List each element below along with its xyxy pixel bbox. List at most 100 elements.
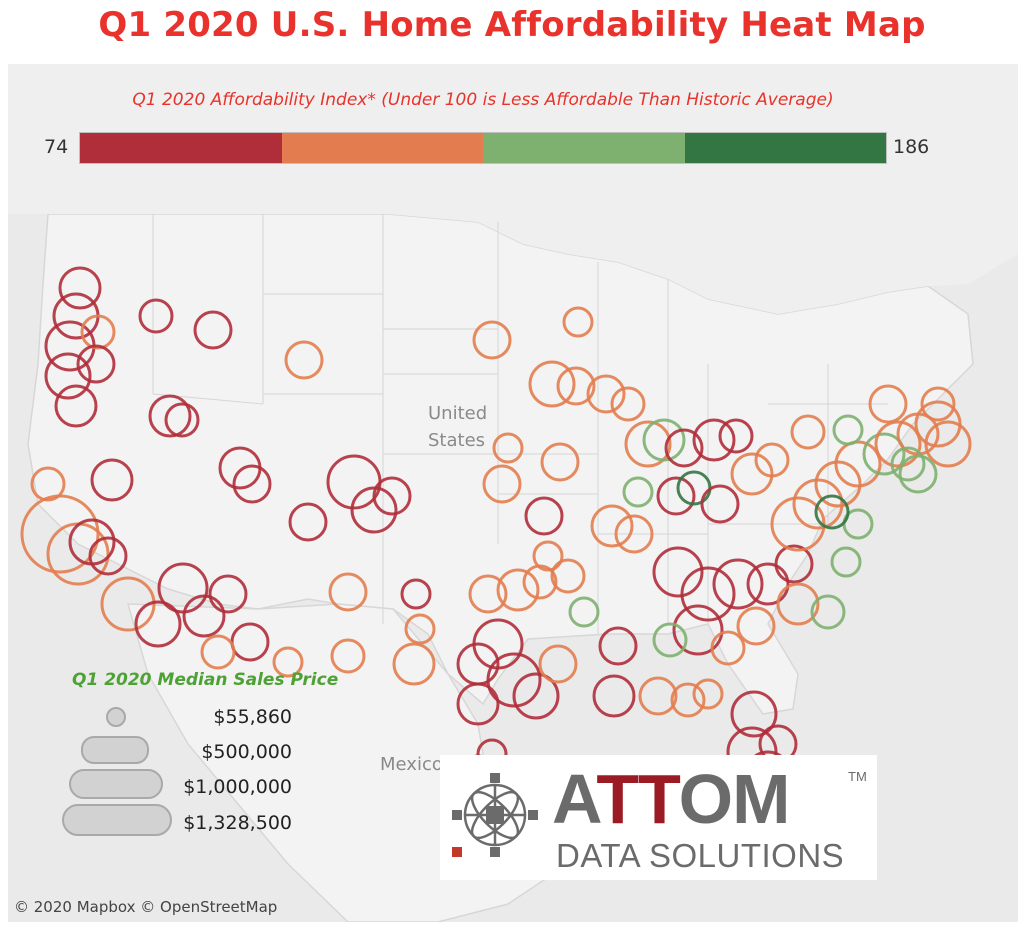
county-marker[interactable] — [208, 574, 248, 614]
county-marker[interactable] — [730, 690, 778, 738]
county-marker[interactable] — [718, 418, 754, 454]
county-marker[interactable] — [920, 386, 956, 422]
county-marker[interactable] — [832, 414, 864, 446]
county-marker[interactable] — [404, 613, 436, 645]
county-marker[interactable] — [193, 310, 233, 350]
county-marker[interactable] — [830, 546, 862, 578]
attom-logo-name: ATTOM — [552, 760, 790, 838]
county-marker[interactable] — [746, 562, 790, 606]
county-marker[interactable] — [482, 464, 522, 504]
county-marker[interactable] — [540, 442, 580, 482]
county-marker[interactable] — [524, 496, 564, 536]
county-marker[interactable] — [710, 630, 746, 666]
county-marker[interactable] — [550, 558, 586, 594]
county-marker[interactable] — [700, 484, 740, 524]
county-marker[interactable] — [44, 352, 92, 400]
county-marker[interactable] — [200, 634, 236, 670]
county-marker[interactable] — [100, 576, 156, 632]
color-legend-segment-very-high — [684, 133, 886, 163]
county-marker[interactable] — [472, 618, 524, 670]
county-marker[interactable] — [614, 514, 654, 554]
map-area[interactable] — [8, 64, 1018, 922]
county-marker[interactable] — [868, 384, 908, 424]
county-marker[interactable] — [898, 454, 938, 494]
county-marker[interactable] — [90, 458, 134, 502]
county-marker[interactable] — [372, 476, 412, 516]
county-marker[interactable] — [610, 386, 646, 422]
county-marker[interactable] — [692, 418, 736, 462]
county-marker[interactable] — [810, 594, 846, 630]
county-marker[interactable] — [862, 432, 906, 476]
attom-logo: ATTOM TM DATA SOLUTIONS — [440, 755, 877, 880]
county-marker[interactable] — [58, 266, 102, 310]
county-marker[interactable] — [538, 644, 578, 684]
county-marker[interactable] — [532, 540, 564, 572]
county-marker[interactable] — [468, 574, 508, 614]
county-marker[interactable] — [392, 642, 436, 686]
county-marker[interactable] — [664, 428, 704, 468]
county-marker[interactable] — [924, 420, 972, 468]
county-marker[interactable] — [456, 682, 500, 726]
county-marker[interactable] — [712, 558, 764, 610]
county-marker[interactable] — [652, 622, 688, 658]
county-marker[interactable] — [562, 306, 594, 338]
county-marker[interactable] — [754, 442, 790, 478]
county-marker[interactable] — [598, 626, 638, 666]
county-marker[interactable] — [670, 682, 706, 718]
county-marker[interactable] — [486, 652, 542, 708]
county-marker[interactable] — [492, 432, 524, 464]
county-marker[interactable] — [586, 374, 626, 414]
county-marker[interactable] — [592, 674, 636, 718]
county-marker[interactable] — [814, 460, 862, 508]
county-marker[interactable] — [730, 452, 774, 496]
county-marker[interactable] — [472, 320, 512, 360]
county-marker[interactable] — [790, 414, 826, 450]
county-marker[interactable] — [350, 486, 398, 534]
county-marker[interactable] — [284, 340, 324, 380]
county-marker[interactable] — [330, 638, 366, 674]
county-marker[interactable] — [272, 646, 304, 678]
county-marker[interactable] — [522, 564, 558, 600]
county-marker[interactable] — [182, 594, 226, 638]
markers-layer — [20, 266, 972, 798]
county-marker[interactable] — [556, 366, 596, 406]
county-marker[interactable] — [672, 604, 724, 656]
county-marker[interactable] — [30, 466, 66, 502]
county-marker[interactable] — [792, 478, 844, 530]
county-marker[interactable] — [80, 314, 116, 350]
county-marker[interactable] — [164, 402, 200, 438]
color-legend-max: 186 — [893, 136, 930, 158]
map-canvas[interactable] — [8, 64, 1018, 922]
county-marker[interactable] — [138, 298, 174, 334]
county-marker[interactable] — [776, 582, 820, 626]
county-marker[interactable] — [638, 676, 678, 716]
county-marker[interactable] — [692, 678, 724, 710]
county-marker[interactable] — [770, 496, 826, 552]
county-marker[interactable] — [890, 446, 926, 482]
county-marker[interactable] — [680, 566, 736, 622]
county-marker[interactable] — [874, 420, 922, 468]
county-marker[interactable] — [528, 360, 576, 408]
county-marker[interactable] — [54, 384, 98, 428]
county-marker[interactable] — [834, 440, 882, 488]
county-marker[interactable] — [232, 464, 272, 504]
county-marker[interactable] — [624, 420, 672, 468]
county-marker[interactable] — [88, 536, 128, 576]
county-marker[interactable] — [652, 546, 704, 598]
county-marker[interactable] — [774, 544, 814, 584]
county-marker[interactable] — [512, 672, 560, 720]
county-marker[interactable] — [590, 504, 634, 548]
county-marker[interactable] — [148, 394, 192, 438]
county-marker[interactable] — [736, 606, 776, 646]
county-marker[interactable] — [642, 418, 686, 462]
county-marker[interactable] — [496, 568, 540, 612]
county-marker[interactable] — [76, 344, 116, 384]
county-marker[interactable] — [288, 502, 328, 542]
county-marker[interactable] — [568, 596, 600, 628]
county-marker[interactable] — [328, 572, 368, 612]
county-marker[interactable] — [656, 476, 696, 516]
county-marker[interactable] — [622, 476, 654, 508]
county-marker[interactable] — [400, 578, 432, 610]
county-marker[interactable] — [814, 494, 850, 530]
county-marker[interactable] — [134, 600, 182, 648]
